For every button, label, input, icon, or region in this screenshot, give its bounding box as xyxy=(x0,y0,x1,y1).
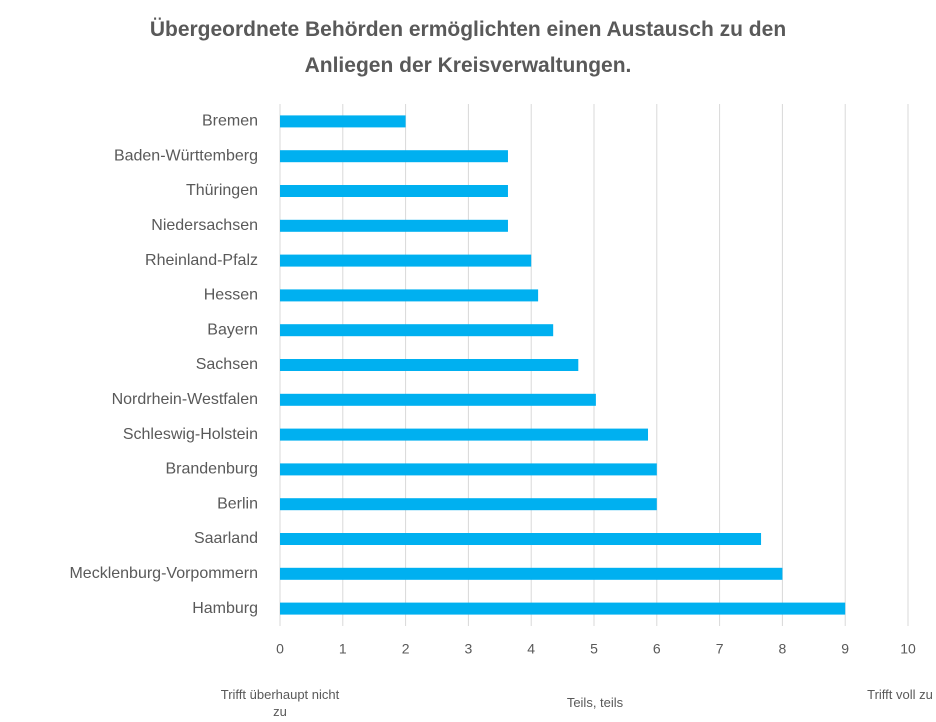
bar xyxy=(280,567,783,580)
bar xyxy=(280,498,657,511)
scale-label: Teils, teils xyxy=(566,695,624,710)
y-tick-label: Bayern xyxy=(207,321,258,338)
y-tick-label: Thüringen xyxy=(186,182,258,199)
y-tick-label: Hessen xyxy=(204,287,258,304)
bar xyxy=(280,533,762,545)
scale-label: Trifft voll zu xyxy=(867,687,933,702)
x-tick-label: 6 xyxy=(653,641,661,657)
bar xyxy=(280,324,554,337)
bar xyxy=(280,393,596,406)
y-tick-label: Mecklenburg-Vorpommern xyxy=(69,565,258,582)
y-tick-label: Nordrhein-Westfalen xyxy=(112,391,258,408)
bar xyxy=(280,219,508,232)
x-tick-label: 7 xyxy=(716,641,724,657)
bar xyxy=(280,185,508,197)
x-tick-label: 3 xyxy=(465,641,473,657)
y-tick-label: Baden-Württemberg xyxy=(114,147,258,164)
bar xyxy=(280,115,406,128)
y-tick-label: Berlin xyxy=(217,495,258,512)
x-tick-label: 4 xyxy=(527,641,535,657)
x-tick-label: 0 xyxy=(276,641,284,657)
y-tick-label: Hamburg xyxy=(192,600,258,617)
scale-label: Trifft überhaupt nicht zu xyxy=(220,687,340,719)
chart-title: Übergeordnete Behörden ermöglichten eine… xyxy=(149,18,787,77)
x-tick-label: 9 xyxy=(841,641,849,657)
y-tick-label: Bremen xyxy=(202,113,258,130)
y-tick-label: Saarland xyxy=(194,530,258,547)
x-tick-label: 5 xyxy=(590,641,598,657)
bar xyxy=(280,602,846,615)
bar xyxy=(280,428,649,441)
x-tick-label: 10 xyxy=(900,641,916,657)
bar xyxy=(280,289,539,302)
bar xyxy=(280,254,532,267)
y-tick-label: Schleswig-Holstein xyxy=(123,426,258,443)
bar xyxy=(280,359,579,371)
y-tick-label: Rheinland-Pfalz xyxy=(145,252,258,269)
x-tick-label: 8 xyxy=(779,641,787,657)
x-tick-label: 1 xyxy=(339,641,347,657)
bar xyxy=(280,150,508,163)
y-tick-label: Brandenburg xyxy=(165,461,258,478)
x-tick-label: 2 xyxy=(402,641,410,657)
y-tick-label: Sachsen xyxy=(196,356,258,373)
bar xyxy=(280,463,657,476)
y-tick-label: Niedersachsen xyxy=(151,217,258,234)
